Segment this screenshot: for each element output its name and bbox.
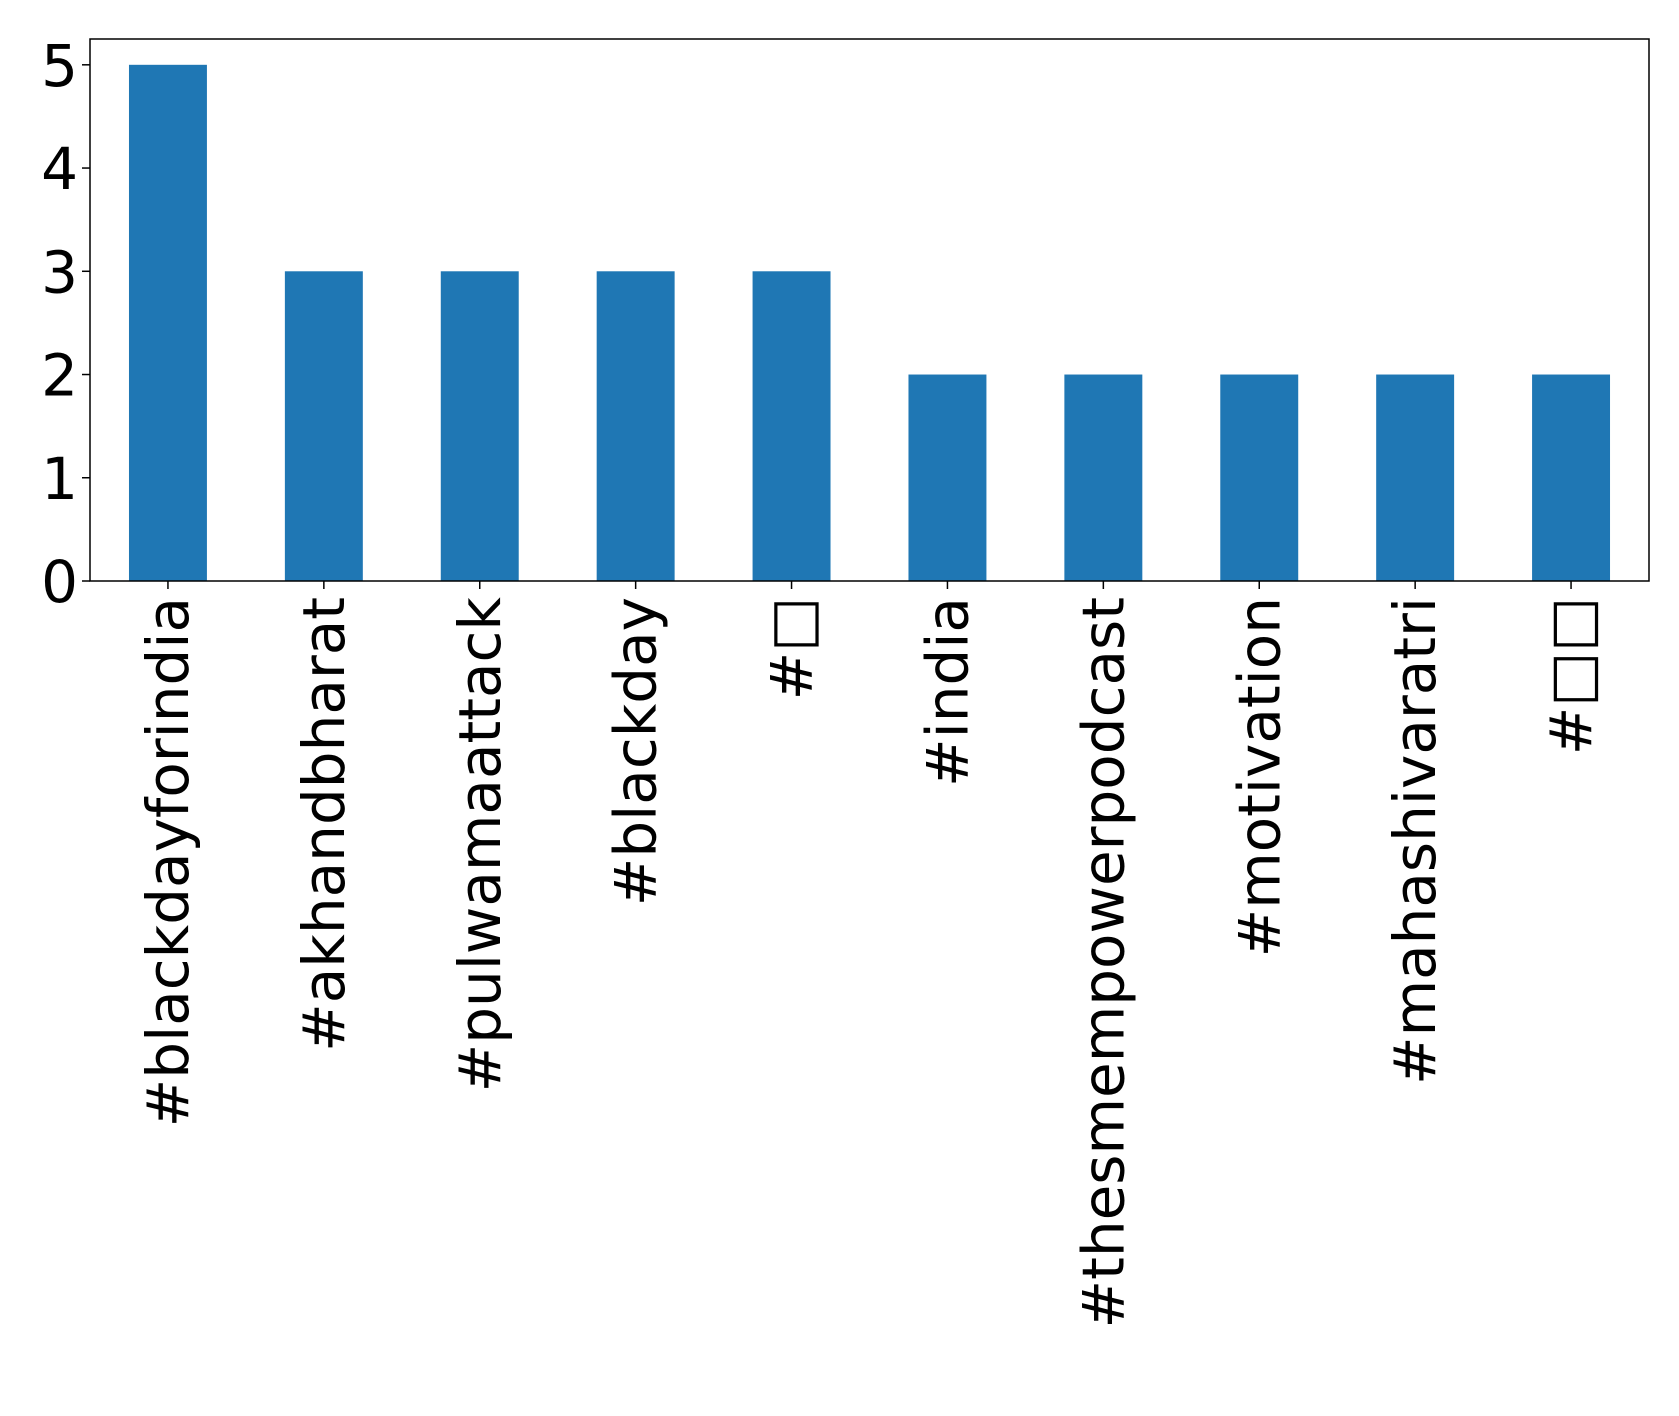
bar [1220, 374, 1299, 581]
y-tick-label: 0 [41, 548, 78, 616]
x-tick-label: #□ [758, 597, 826, 700]
y-tick-label: 5 [41, 32, 78, 100]
plot-frame [89, 38, 1650, 582]
x-tick-label: #thesmempowerpodcast [1069, 597, 1137, 1328]
bar [1064, 374, 1143, 581]
bar [596, 271, 675, 581]
x-tick-label: #akhandbharat [290, 597, 358, 1052]
y-tick-label: 1 [41, 445, 78, 513]
y-tick-label: 4 [41, 135, 78, 203]
x-tick-label: #pulwamaattack [446, 597, 514, 1093]
x-tick-label: #blackday [602, 597, 670, 906]
bar [1376, 374, 1455, 581]
x-tick-label: #mahashivaratri [1381, 597, 1449, 1085]
y-tick-label: 2 [41, 342, 78, 410]
x-tick-label: #motivation [1225, 597, 1293, 957]
y-tick-label: 3 [41, 238, 78, 306]
bar [440, 271, 519, 581]
bar [284, 271, 363, 581]
x-tick-label: #□□ [1537, 597, 1605, 755]
bar [128, 64, 207, 582]
x-tick-label: #blackdayforindia [134, 597, 202, 1127]
y-axis: 0 1 2 3 4 5 [41, 32, 90, 616]
bar [908, 374, 987, 581]
bars-group [128, 64, 1611, 582]
x-tick-label: #india [913, 597, 981, 787]
x-axis: #blackdayforindia #akhandbharat #pulwamaat… [134, 581, 1605, 1328]
bar [1532, 374, 1611, 581]
bar [752, 271, 831, 581]
